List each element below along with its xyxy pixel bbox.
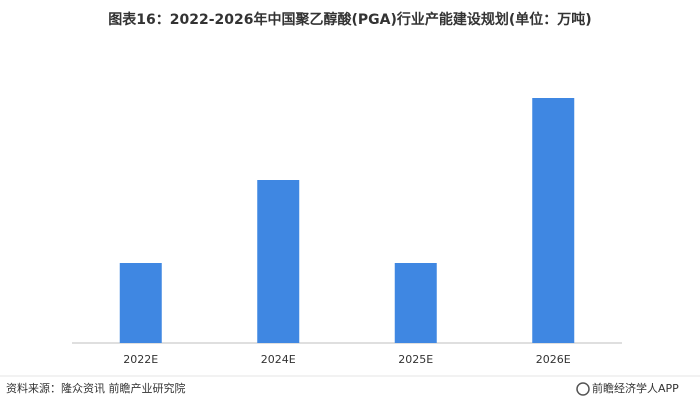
- bar: [257, 180, 300, 343]
- bar: [394, 263, 437, 343]
- chart-title: 图表16：2022-2026年中国聚乙醇酸(PGA)行业产能建设规划(单位：万吨…: [108, 11, 591, 28]
- x-tick-label: 2024E: [261, 353, 296, 366]
- x-tick-label: 2026E: [536, 353, 571, 366]
- bar: [532, 98, 575, 343]
- x-tick-label: 2025E: [398, 353, 433, 366]
- bar: [119, 263, 162, 343]
- brand-label: 前瞻经济学人APP: [592, 381, 679, 395]
- brand-icon: [576, 382, 590, 396]
- x-tick-label: 2022E: [123, 353, 158, 366]
- source-note: 资料来源：隆众资讯 前瞻产业研究院: [6, 381, 186, 395]
